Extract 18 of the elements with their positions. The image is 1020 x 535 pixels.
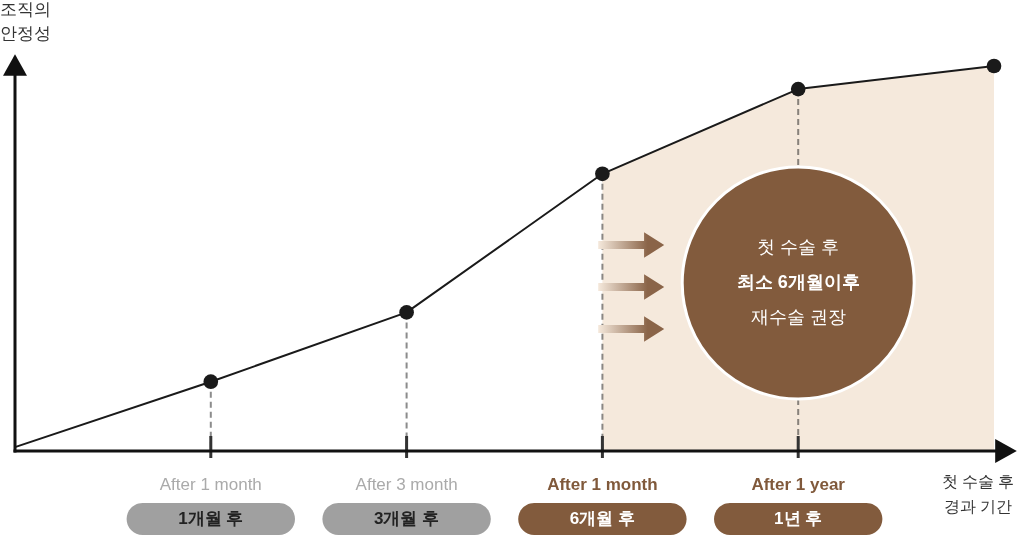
- x-tick-label: 3개월 후: [374, 509, 440, 528]
- annotation: After 1 month: [159, 475, 262, 494]
- y-axis-title: 조직의 안정성: [0, 0, 51, 43]
- annotation: 재수술 권장: [750, 307, 846, 327]
- x-tick-label: 6개월 후: [569, 509, 635, 528]
- annotation: After 1 year: [751, 475, 846, 494]
- annotation: After 3 month: [355, 475, 458, 494]
- annotation: After 1 month: [547, 475, 658, 494]
- point: [399, 305, 414, 320]
- point: [790, 81, 806, 97]
- point: [203, 374, 219, 390]
- x-tick-label: 1년 후: [774, 509, 823, 528]
- x-tick-label: 1개월 후: [178, 509, 244, 528]
- annotation: 최소 6개월이후: [736, 272, 860, 292]
- x-axis-title: 첫 수술 후 경과 기간: [941, 473, 1015, 515]
- annotation: 첫 수술 후: [757, 237, 840, 257]
- point: [595, 166, 610, 182]
- point: [986, 58, 1002, 74]
